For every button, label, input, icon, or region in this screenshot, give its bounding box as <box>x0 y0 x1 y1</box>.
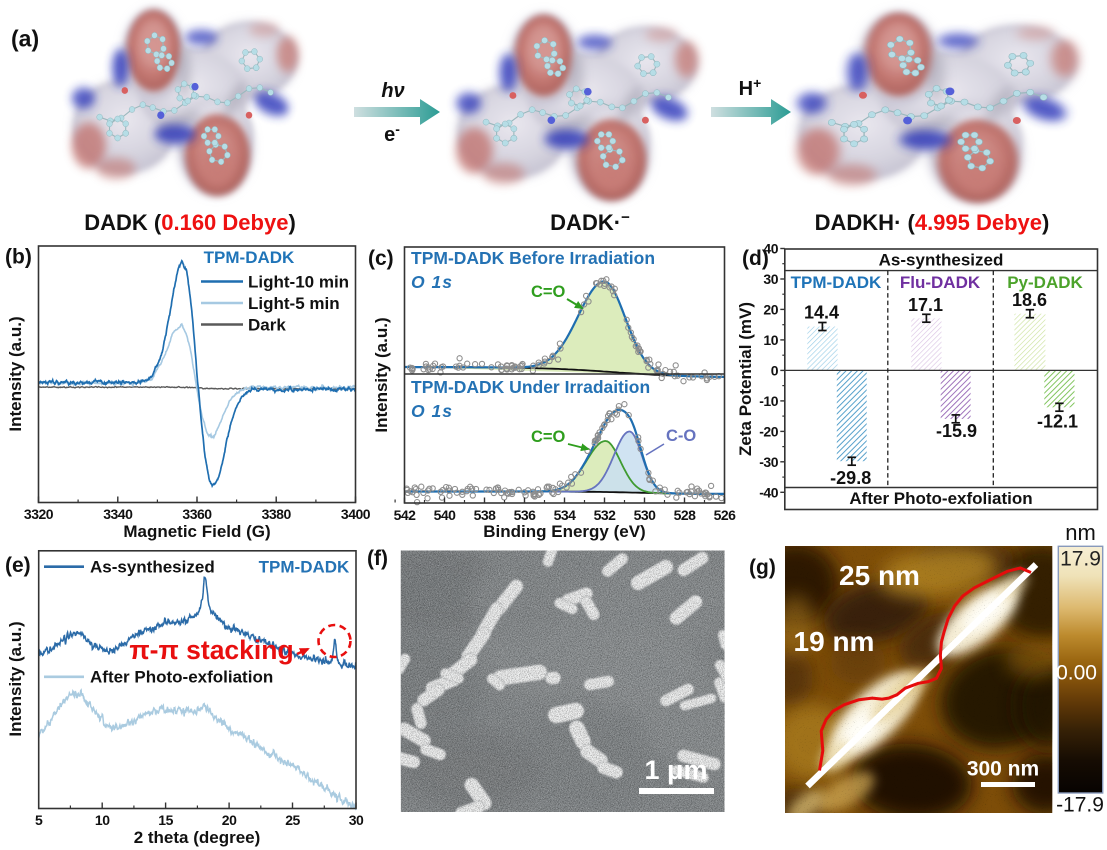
svg-text:(a): (a) <box>11 26 39 52</box>
svg-text:(d): (d) <box>742 247 769 270</box>
svg-text:3400: 3400 <box>341 506 371 522</box>
svg-text:(g): (g) <box>749 556 776 579</box>
svg-text:1 μm: 1 μm <box>644 755 707 785</box>
svg-text:30: 30 <box>349 812 364 828</box>
svg-text:TPM-DADK Before Irradiation: TPM-DADK Before Irradiation <box>411 248 655 268</box>
svg-text:(c): (c) <box>368 247 394 270</box>
svg-text:TPM-DADK Under Irradaition: TPM-DADK Under Irradaition <box>411 377 650 397</box>
svg-text:300 nm: 300 nm <box>967 758 1039 781</box>
svg-text:Py-DADK: Py-DADK <box>1007 273 1083 292</box>
svg-text:534: 534 <box>554 507 577 523</box>
svg-text:DADK·−: DADK·− <box>550 209 630 235</box>
svg-text:C-O: C-O <box>666 427 696 445</box>
svg-text:-15.9: -15.9 <box>936 421 977 441</box>
svg-text:C=O: C=O <box>531 283 566 301</box>
svg-text:TPM-DADK: TPM-DADK <box>791 273 882 292</box>
svg-text:3320: 3320 <box>24 506 54 522</box>
svg-text:Dark: Dark <box>248 316 286 335</box>
svg-text:0.00: 0.00 <box>1056 662 1097 685</box>
svg-text:3360: 3360 <box>182 506 212 522</box>
svg-text:-20: -20 <box>759 423 778 439</box>
svg-text:20: 20 <box>222 812 237 828</box>
svg-text:Light-5 min: Light-5 min <box>248 294 340 313</box>
svg-text:π-π stacking: π-π stacking <box>129 635 293 665</box>
svg-text:nm: nm <box>1065 520 1096 545</box>
svg-text:Intensity (a.u.): Intensity (a.u.) <box>6 621 25 736</box>
svg-text:25 nm: 25 nm <box>839 560 920 591</box>
svg-text:542: 542 <box>394 507 417 523</box>
svg-text:TPM-DADK: TPM-DADK <box>204 248 295 267</box>
svg-text:19 nm: 19 nm <box>794 626 875 657</box>
svg-text:Intensity (a.u.): Intensity (a.u.) <box>372 317 391 432</box>
svg-text:3380: 3380 <box>262 506 292 522</box>
svg-text:Flu-DADK: Flu-DADK <box>900 273 981 292</box>
svg-text:C=O: C=O <box>531 428 566 446</box>
svg-text:TPM-DADK: TPM-DADK <box>259 558 350 577</box>
svg-text:15: 15 <box>158 812 173 828</box>
svg-text:O 1s: O 1s <box>411 272 453 292</box>
svg-text:30: 30 <box>763 271 778 287</box>
svg-text:17.9: 17.9 <box>1060 548 1101 571</box>
svg-text:Intensity (a.u.): Intensity (a.u.) <box>6 316 25 431</box>
svg-text:Magnetic Field (G): Magnetic Field (G) <box>123 522 270 541</box>
svg-text:After Photo-exfoliation: After Photo-exfoliation <box>849 489 1032 508</box>
svg-text:18.6: 18.6 <box>1012 290 1047 310</box>
svg-text:5: 5 <box>35 812 43 828</box>
svg-text:-30: -30 <box>759 454 778 470</box>
svg-text:538: 538 <box>474 507 497 523</box>
svg-text:(b): (b) <box>5 246 32 269</box>
svg-text:20: 20 <box>763 301 778 317</box>
svg-text:(f): (f) <box>367 547 388 570</box>
svg-text:DADK (0.160 Debye): DADK (0.160 Debye) <box>84 210 296 235</box>
svg-text:Zeta Potential (mV): Zeta Potential (mV) <box>736 302 755 456</box>
svg-text:532: 532 <box>594 507 617 523</box>
svg-text:DADKH· (4.995 Debye): DADKH· (4.995 Debye) <box>815 210 1050 235</box>
svg-text:-40: -40 <box>759 484 778 500</box>
svg-text:528: 528 <box>674 507 697 523</box>
svg-text:2 theta (degree): 2 theta (degree) <box>134 828 261 847</box>
svg-text:O 1s: O 1s <box>411 401 453 421</box>
svg-text:25: 25 <box>285 812 300 828</box>
svg-text:e-: e- <box>384 121 400 146</box>
svg-text:Light-10 min: Light-10 min <box>248 273 349 292</box>
svg-text:H+: H+ <box>739 75 762 100</box>
svg-text:As-synthesized: As-synthesized <box>90 558 215 577</box>
svg-text:530: 530 <box>634 507 657 523</box>
svg-text:Binding Energy (eV): Binding Energy (eV) <box>483 522 645 541</box>
svg-text:10: 10 <box>95 812 110 828</box>
svg-text:-17.9: -17.9 <box>1056 794 1104 817</box>
svg-text:14.4: 14.4 <box>804 303 839 323</box>
svg-text:After Photo-exfoliation: After Photo-exfoliation <box>90 668 273 687</box>
svg-text:-10: -10 <box>759 393 778 409</box>
svg-text:10: 10 <box>763 332 778 348</box>
svg-text:As-synthesized: As-synthesized <box>879 251 1004 270</box>
svg-text:540: 540 <box>434 507 457 523</box>
svg-text:(e): (e) <box>5 554 31 577</box>
svg-text:17.1: 17.1 <box>908 295 943 315</box>
svg-text:-29.8: -29.8 <box>830 468 871 488</box>
svg-text:-12.1: -12.1 <box>1037 412 1078 432</box>
svg-text:526: 526 <box>714 507 737 523</box>
svg-text:536: 536 <box>514 507 537 523</box>
svg-text:3340: 3340 <box>103 506 133 522</box>
svg-text:40: 40 <box>763 241 778 257</box>
svg-text:0: 0 <box>771 362 779 378</box>
svg-text:hν: hν <box>381 80 404 102</box>
